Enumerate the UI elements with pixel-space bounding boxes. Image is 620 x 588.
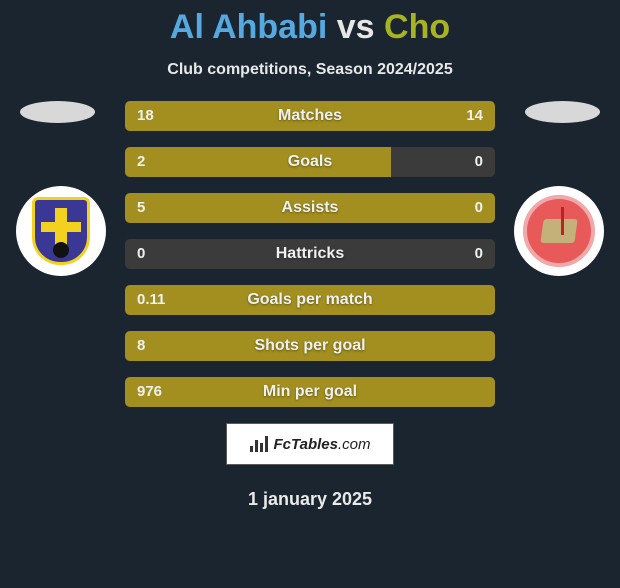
stat-value-left: 0.11 <box>137 285 165 315</box>
stat-value-right: 14 <box>466 101 483 131</box>
stat-value-left: 8 <box>137 331 145 361</box>
team2-crest-icon <box>523 195 595 267</box>
stat-fill-left <box>125 285 495 315</box>
stat-bars-container: 1814Matches20Goals50Assists00Hattricks0.… <box>125 101 495 407</box>
stat-label: Hattricks <box>125 239 495 269</box>
stat-row: 1814Matches <box>125 101 495 131</box>
fctables-label: FcTables.com <box>274 436 371 453</box>
stat-fill-left <box>125 331 495 361</box>
date-label: 1 january 2025 <box>0 489 620 510</box>
team1-badge <box>16 186 106 276</box>
stat-row: 20Goals <box>125 147 495 177</box>
subtitle: Club competitions, Season 2024/2025 <box>0 61 620 79</box>
comparison-stage: 1814Matches20Goals50Assists00Hattricks0.… <box>0 101 620 407</box>
team1-crest-icon <box>32 197 90 265</box>
stat-value-left: 18 <box>137 101 154 131</box>
stat-value-left: 5 <box>137 193 145 223</box>
fctables-watermark: FcTables.com <box>226 423 394 465</box>
stat-fill-left <box>125 147 391 177</box>
page-title: Al Ahbabi vs Cho <box>0 8 620 47</box>
stat-row: 0.11Goals per match <box>125 285 495 315</box>
stat-value-left: 2 <box>137 147 145 177</box>
stat-row: 0 0Hattricks <box>125 239 495 269</box>
title-player2: Cho <box>384 8 450 46</box>
team1-badge-circle <box>16 186 106 276</box>
stat-fill-left <box>125 377 495 407</box>
title-vs: vs <box>327 8 384 46</box>
team2-badge <box>514 186 604 276</box>
bar-chart-icon <box>250 436 268 452</box>
fctables-label-suffix: .com <box>338 436 371 453</box>
stat-row: 976Min per goal <box>125 377 495 407</box>
player2-shadow-ellipse <box>525 101 600 123</box>
stat-value-right: 0 <box>475 193 483 223</box>
player1-shadow-ellipse <box>20 101 95 123</box>
team2-badge-circle <box>514 186 604 276</box>
title-player1: Al Ahbabi <box>170 8 327 46</box>
stat-fill-left <box>125 101 332 131</box>
stat-value-right: 0 <box>475 147 483 177</box>
stat-row: 50Assists <box>125 193 495 223</box>
stat-value-right: 0 <box>475 239 483 269</box>
stat-value-left: 976 <box>137 377 162 407</box>
fctables-label-main: FcTables <box>274 436 338 453</box>
stat-fill-left <box>125 193 495 223</box>
stat-row: 8Shots per goal <box>125 331 495 361</box>
stat-value-left: 0 <box>137 239 145 269</box>
